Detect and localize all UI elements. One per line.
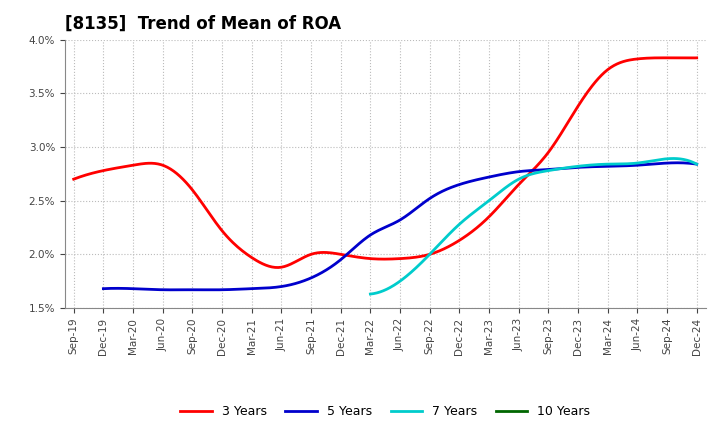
5 Years [99,286,108,291]
3 Years [658,55,667,60]
5 Years [169,287,178,293]
7 Years [366,291,374,297]
3 Years [144,161,153,166]
3 Years [693,55,701,60]
3 Years [463,232,472,238]
Line: 3 Years: 3 Years [73,58,697,268]
5 Years [532,168,541,173]
5 Years [294,280,302,286]
3 Years [69,176,78,182]
7 Years [693,161,701,167]
7 Years [603,161,612,167]
Line: 5 Years: 5 Years [104,163,697,290]
3 Years [318,250,326,255]
Text: [8135]  Trend of Mean of ROA: [8135] Trend of Mean of ROA [65,15,341,33]
7 Years [602,161,611,167]
7 Years [572,164,580,169]
3 Years [274,265,282,270]
7 Years [669,156,678,161]
3 Years [272,265,281,270]
5 Years [693,161,701,167]
Line: 7 Years: 7 Years [370,158,697,294]
7 Years [495,190,504,195]
5 Years [336,258,344,263]
5 Years [528,168,537,173]
7 Years [405,271,414,276]
7 Years [472,207,481,213]
3 Years [521,176,529,181]
5 Years [172,287,181,293]
Legend: 3 Years, 5 Years, 7 Years, 10 Years: 3 Years, 5 Years, 7 Years, 10 Years [176,400,595,423]
3 Years [523,172,532,178]
5 Years [474,177,482,182]
5 Years [673,160,682,165]
